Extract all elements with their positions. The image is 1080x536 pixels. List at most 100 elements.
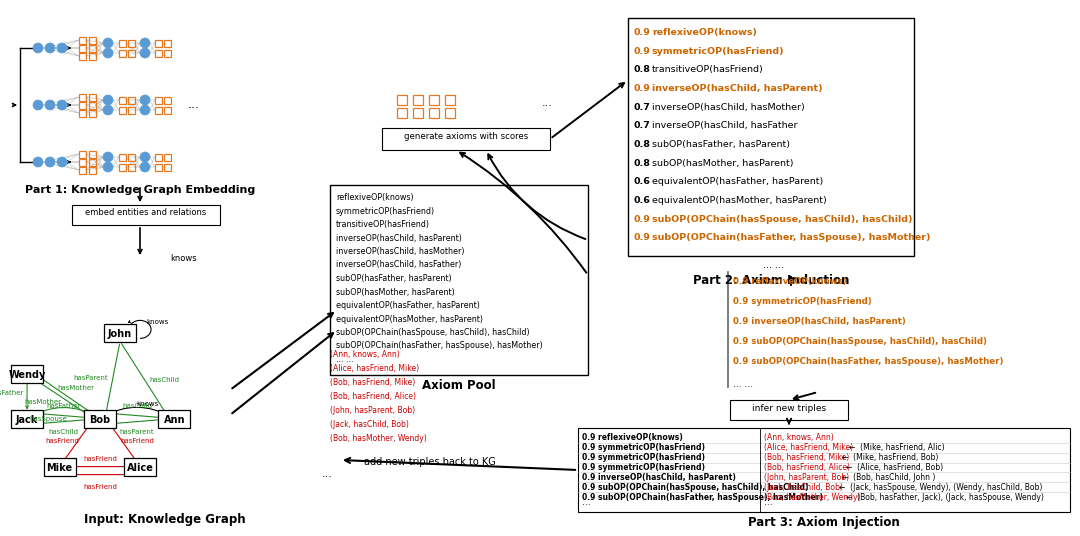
Text: 0.9 symmetricOP(hasFriend): 0.9 symmetricOP(hasFriend): [733, 297, 872, 306]
Bar: [127, 163, 135, 170]
Text: 0.9 symmetricOP(hasFriend): 0.9 symmetricOP(hasFriend): [582, 463, 705, 472]
Text: hasSpouse: hasSpouse: [29, 415, 67, 422]
Bar: [429, 108, 438, 118]
Bar: [627, 18, 914, 256]
Circle shape: [57, 43, 67, 53]
Bar: [330, 185, 588, 375]
Text: ←  (Mike, hasFriend, Bob): ← (Mike, hasFriend, Bob): [842, 453, 939, 462]
Text: (Alice, hasFriend, Mike): (Alice, hasFriend, Mike): [330, 364, 419, 373]
Text: ←  (Bob, hasFather, Jack), (Jack, hasSpouse, Wendy): ← (Bob, hasFather, Jack), (Jack, hasSpou…: [846, 493, 1043, 502]
Text: 0.9 reflexiveOP(knows): 0.9 reflexiveOP(knows): [582, 434, 683, 442]
Text: infer new triples: infer new triples: [752, 404, 826, 413]
Text: inverseOP(hasChild, hasMother): inverseOP(hasChild, hasMother): [652, 103, 805, 111]
Bar: [11, 365, 43, 383]
Circle shape: [103, 38, 113, 48]
Circle shape: [140, 38, 150, 48]
Circle shape: [57, 100, 67, 110]
Text: hasFriend: hasFriend: [83, 483, 117, 489]
Text: knows: knows: [136, 400, 159, 407]
Bar: [163, 96, 171, 103]
Text: ...: ...: [582, 498, 591, 507]
Text: 0.9: 0.9: [634, 47, 651, 56]
Bar: [445, 95, 455, 105]
Text: equivalentOP(hasFather, hasParent): equivalentOP(hasFather, hasParent): [336, 301, 480, 310]
Text: ...: ...: [322, 469, 333, 479]
Bar: [163, 153, 171, 160]
Bar: [89, 151, 95, 158]
Text: ...: ...: [542, 98, 553, 108]
Text: inverseOP(hasChild, hasParent): inverseOP(hasChild, hasParent): [336, 234, 462, 242]
Text: 0.7: 0.7: [634, 103, 651, 111]
Text: Input: Knowledge Graph: Input: Knowledge Graph: [84, 513, 246, 526]
Text: Mike: Mike: [46, 463, 72, 473]
Text: 0.9: 0.9: [634, 84, 651, 93]
Circle shape: [103, 105, 113, 115]
Bar: [89, 101, 95, 108]
Text: hasChild: hasChild: [122, 403, 152, 408]
Text: (Ann, knows, Ann): (Ann, knows, Ann): [764, 434, 834, 442]
Text: 0.9: 0.9: [634, 28, 651, 37]
Text: Alice: Alice: [126, 463, 153, 473]
Text: Part 2: Axiom Induction: Part 2: Axiom Induction: [692, 274, 849, 287]
Bar: [89, 167, 95, 174]
Bar: [119, 107, 125, 114]
Bar: [124, 458, 157, 475]
Bar: [163, 163, 171, 170]
Bar: [79, 44, 85, 51]
Circle shape: [103, 152, 113, 162]
Text: subOP(hasMother, hasParent): subOP(hasMother, hasParent): [336, 287, 455, 296]
Text: ←  (Bob, hasChild, John ): ← (Bob, hasChild, John ): [842, 473, 935, 482]
Text: (Bob, hasFriend, Alice): (Bob, hasFriend, Alice): [764, 463, 850, 472]
Text: 0.9 subOP(OPChain(hasSpouse, hasChild), hasChild): 0.9 subOP(OPChain(hasSpouse, hasChild), …: [582, 483, 809, 492]
Text: subOP(hasFather, hasParent): subOP(hasFather, hasParent): [652, 140, 789, 149]
Circle shape: [33, 100, 43, 110]
Bar: [413, 108, 423, 118]
Bar: [79, 101, 85, 108]
Text: hasMother: hasMother: [24, 399, 60, 405]
Bar: [127, 96, 135, 103]
Text: transitiveOP(hasFriend): transitiveOP(hasFriend): [336, 220, 430, 229]
Text: 0.9: 0.9: [634, 214, 651, 224]
Bar: [163, 107, 171, 114]
Circle shape: [103, 162, 113, 172]
Text: Part 3: Axiom Injection: Part 3: Axiom Injection: [748, 516, 900, 529]
Text: subOP(OPChain(hasSpouse, hasChild), hasChild): subOP(OPChain(hasSpouse, hasChild), hasC…: [652, 214, 913, 224]
Bar: [89, 159, 95, 166]
Text: add new triples back to KG: add new triples back to KG: [364, 457, 496, 467]
Text: Ann: Ann: [163, 415, 185, 425]
Text: 0.9 symmetricOP(hasFriend): 0.9 symmetricOP(hasFriend): [582, 443, 705, 452]
Bar: [730, 400, 848, 420]
Bar: [154, 49, 162, 56]
Bar: [127, 107, 135, 114]
Text: Part 1: Knowledge Graph Embedding: Part 1: Knowledge Graph Embedding: [25, 185, 255, 195]
Text: reflexiveOP(knows): reflexiveOP(knows): [652, 28, 757, 37]
Text: inverseOP(hasChild, hasFather): inverseOP(hasChild, hasFather): [336, 260, 461, 270]
Text: hasMother: hasMother: [57, 385, 94, 391]
Bar: [159, 410, 190, 428]
Text: (Ann, knows, Ann): (Ann, knows, Ann): [330, 350, 400, 359]
Text: (Alice, hasFriend, Mike): (Alice, hasFriend, Mike): [764, 443, 853, 452]
Text: hasChild: hasChild: [49, 429, 79, 435]
Text: 0.9 reflexiveOP(knows): 0.9 reflexiveOP(knows): [733, 277, 847, 286]
Bar: [79, 53, 85, 59]
Text: (Boo, hasMother, Wendy): (Boo, hasMother, Wendy): [764, 493, 861, 502]
Bar: [89, 53, 95, 59]
Text: 0.9 inverseOP(hasChild, hasParent): 0.9 inverseOP(hasChild, hasParent): [582, 473, 735, 482]
Bar: [127, 153, 135, 160]
Text: embed entities and relations: embed entities and relations: [85, 208, 206, 217]
Text: ...: ...: [188, 99, 200, 111]
Text: (Jack, hasChild, Bob): (Jack, hasChild, Bob): [330, 420, 409, 429]
Bar: [127, 40, 135, 47]
Text: (Bob, hasFriend, Mike): (Bob, hasFriend, Mike): [330, 378, 415, 387]
Bar: [382, 128, 550, 150]
Bar: [89, 44, 95, 51]
Text: hasFriend: hasFriend: [83, 456, 117, 461]
Circle shape: [33, 157, 43, 167]
Text: Jack: Jack: [16, 415, 38, 425]
Text: equivalentOP(hasMother, hasParent): equivalentOP(hasMother, hasParent): [336, 315, 483, 324]
Text: knows: knows: [170, 254, 197, 263]
Bar: [154, 153, 162, 160]
Circle shape: [103, 48, 113, 58]
Circle shape: [140, 152, 150, 162]
Bar: [79, 167, 85, 174]
